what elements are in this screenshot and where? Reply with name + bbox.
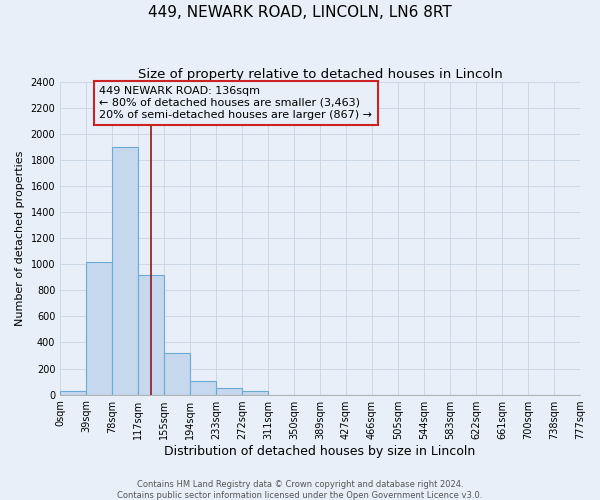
Title: Size of property relative to detached houses in Lincoln: Size of property relative to detached ho… [138,68,502,80]
Y-axis label: Number of detached properties: Number of detached properties [15,150,25,326]
Text: Contains HM Land Registry data © Crown copyright and database right 2024.
Contai: Contains HM Land Registry data © Crown c… [118,480,482,500]
Bar [190,381,216,394]
Bar [60,392,86,394]
Bar [164,353,190,395]
Bar [86,262,112,394]
Bar [216,388,242,394]
Bar [242,392,268,394]
X-axis label: Distribution of detached houses by size in Lincoln: Distribution of detached houses by size … [164,444,476,458]
Text: 449 NEWARK ROAD: 136sqm
← 80% of detached houses are smaller (3,463)
20% of semi: 449 NEWARK ROAD: 136sqm ← 80% of detache… [99,86,372,120]
Bar [112,147,139,394]
Bar [139,274,164,394]
Text: 449, NEWARK ROAD, LINCOLN, LN6 8RT: 449, NEWARK ROAD, LINCOLN, LN6 8RT [148,5,452,20]
